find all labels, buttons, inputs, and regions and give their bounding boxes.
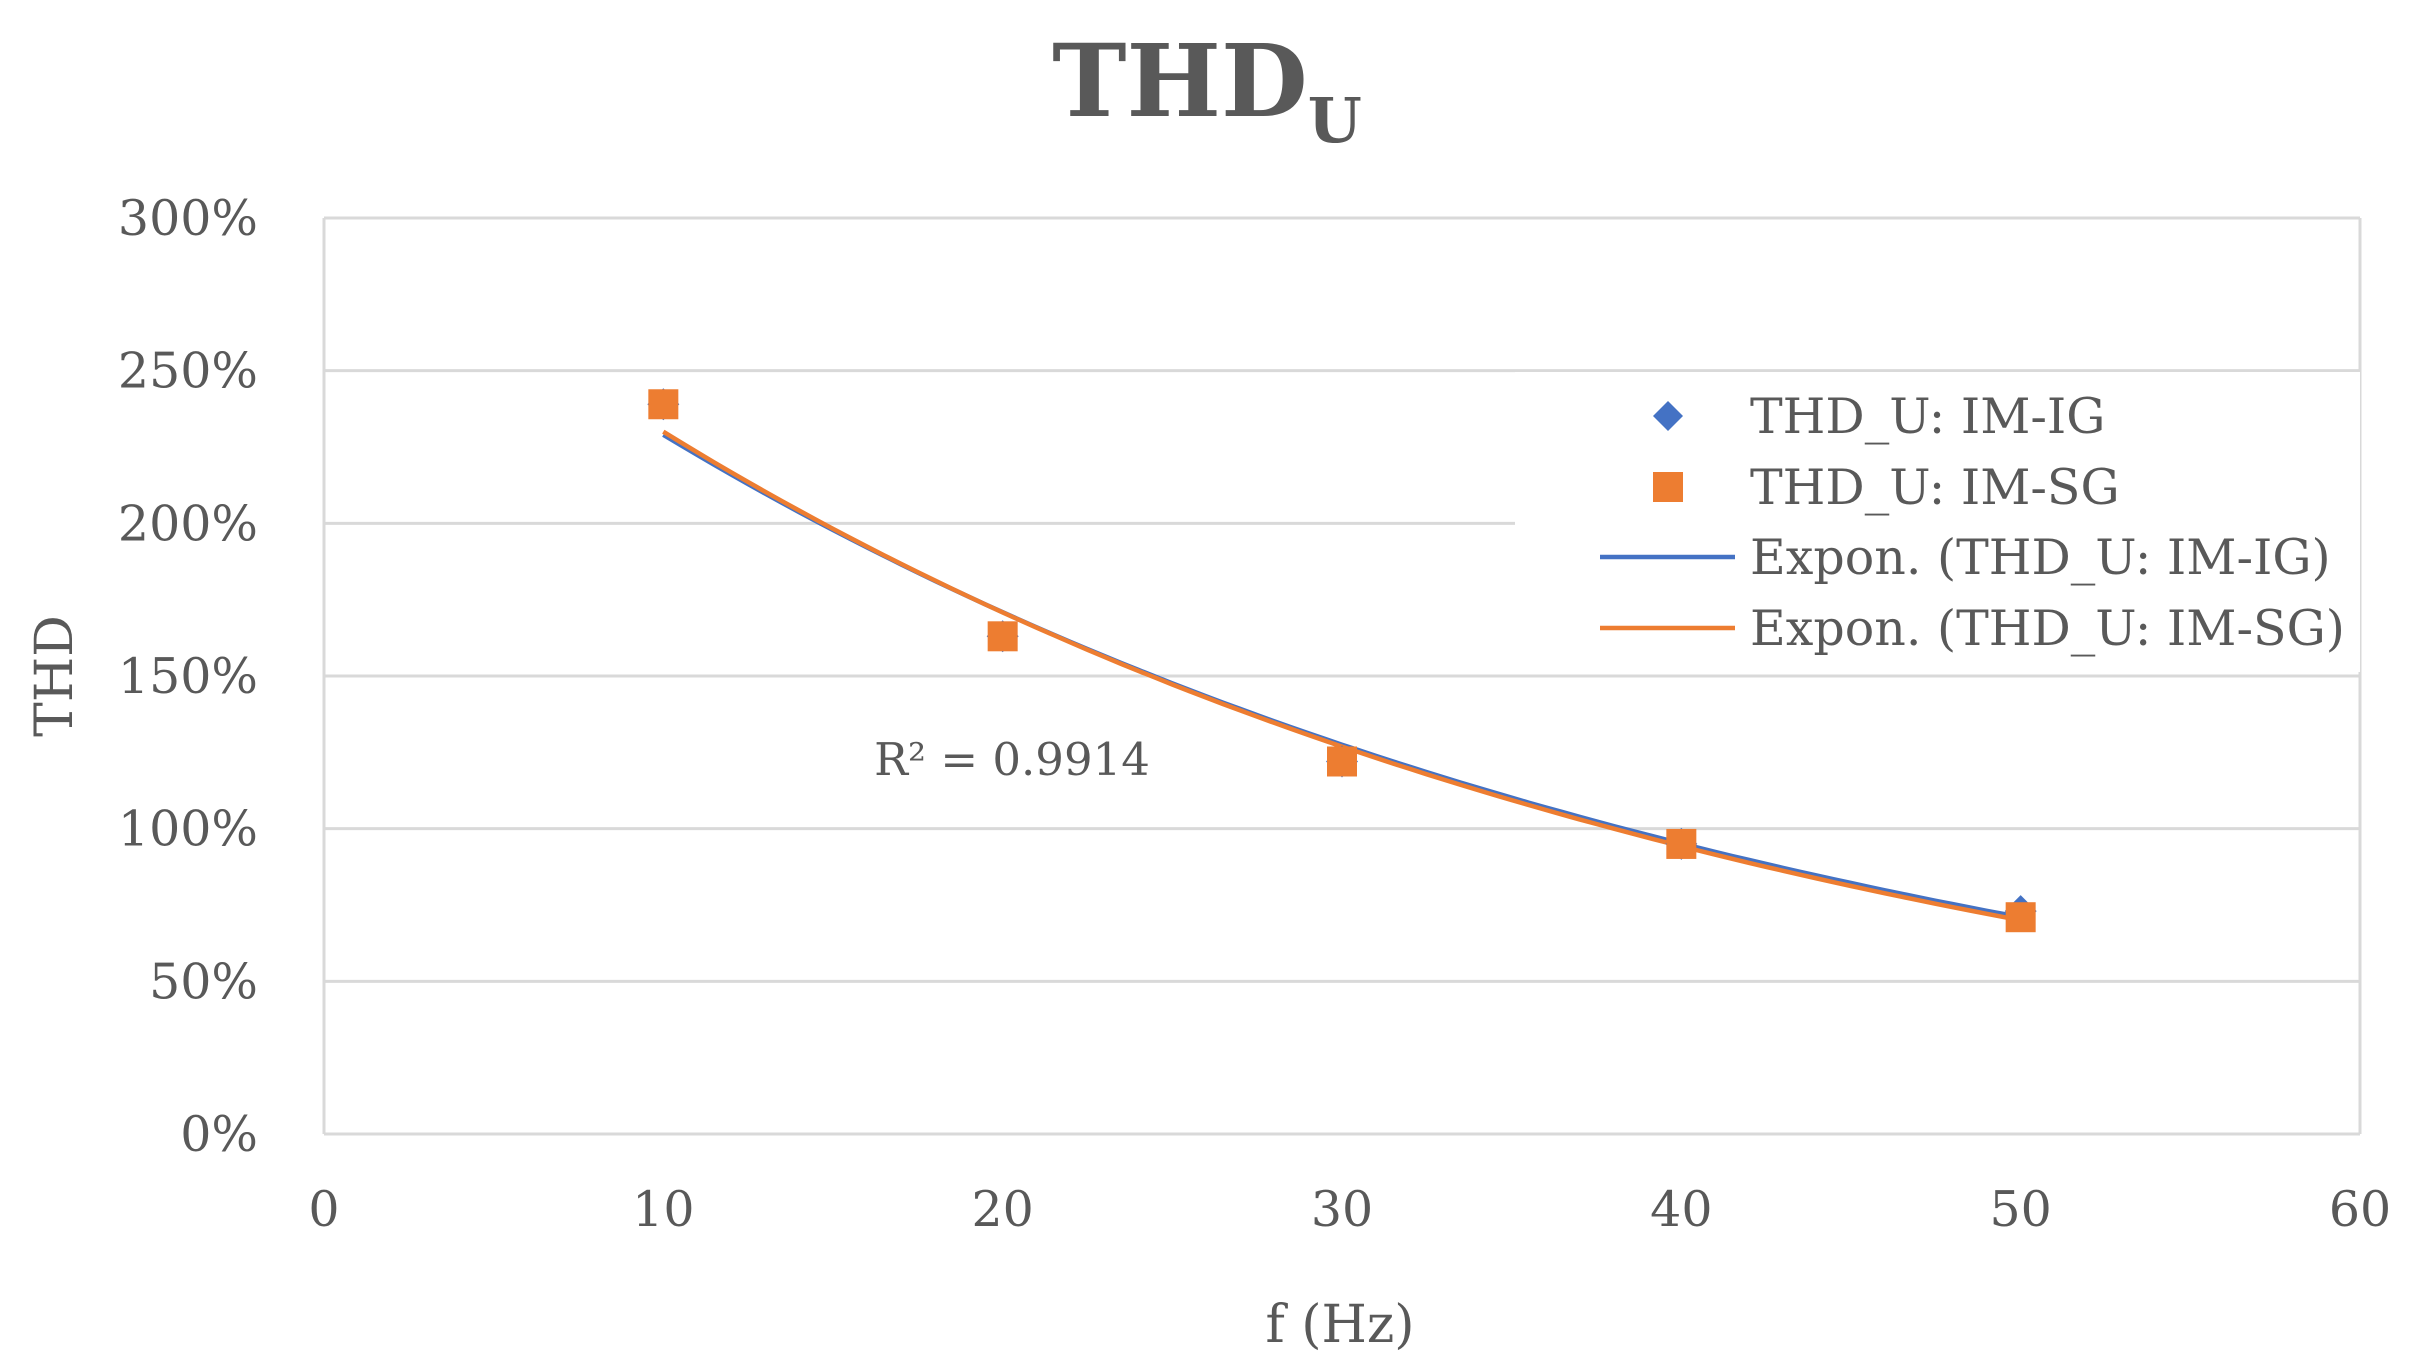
x-tick-label: 50 (1989, 1181, 2051, 1238)
y-tick-label: 0% (180, 1106, 258, 1163)
x-tick-label: 10 (632, 1181, 694, 1238)
y-axis-label: THD (25, 615, 85, 737)
x-tick-label: 60 (2329, 1181, 2391, 1238)
chart-title-subscript: U (1308, 84, 1362, 157)
x-axis-label: f (Hz) (1265, 1295, 1414, 1355)
x-tick-label: 0 (308, 1181, 339, 1238)
legend-label: Expon. (THD_U: IM-IG) (1750, 529, 2331, 586)
y-tick-label: 200% (118, 495, 258, 552)
legend-background (1515, 372, 2360, 672)
gridlines (324, 216, 2360, 983)
y-tick-label: 300% (118, 190, 258, 247)
legend-label: THD_U: IM-IG (1750, 388, 2105, 445)
data-markers (647, 388, 2037, 933)
y-tick-label: 250% (118, 343, 258, 400)
x-tick-label: 40 (1650, 1181, 1712, 1238)
data-point-square (1666, 828, 1697, 859)
x-tick-label: 20 (971, 1181, 1033, 1238)
legend: THD_U: IM-IG THD_U: IM-SG Expon. (THD_U: I… (1515, 372, 2360, 672)
data-point-square (987, 621, 1018, 652)
y-tick-label: 100% (118, 801, 258, 858)
chart-title-main: THD (1052, 22, 1308, 140)
x-tick-labels: 0 10 20 30 40 50 60 (308, 1181, 2391, 1238)
y-tick-labels: 0% 50% 100% 150% 200% 250% 300% (118, 190, 258, 1163)
x-tick-label: 30 (1311, 1181, 1373, 1238)
chart-title: THDU (1052, 22, 1362, 157)
legend-symbol-diamond (1653, 401, 1683, 431)
axes (322, 218, 2362, 1136)
legend-symbol-square (1653, 472, 1683, 502)
y-tick-label: 50% (149, 953, 258, 1010)
r-squared-annotation: R² = 0.9914 (874, 733, 1150, 786)
data-point-square (648, 389, 679, 420)
y-tick-label: 150% (118, 648, 258, 705)
legend-label: THD_U: IM-SG (1750, 459, 2120, 516)
data-point-square (1327, 746, 1357, 777)
legend-label: Expon. (THD_U: IM-SG) (1750, 600, 2345, 657)
data-point-square (2005, 902, 2036, 933)
